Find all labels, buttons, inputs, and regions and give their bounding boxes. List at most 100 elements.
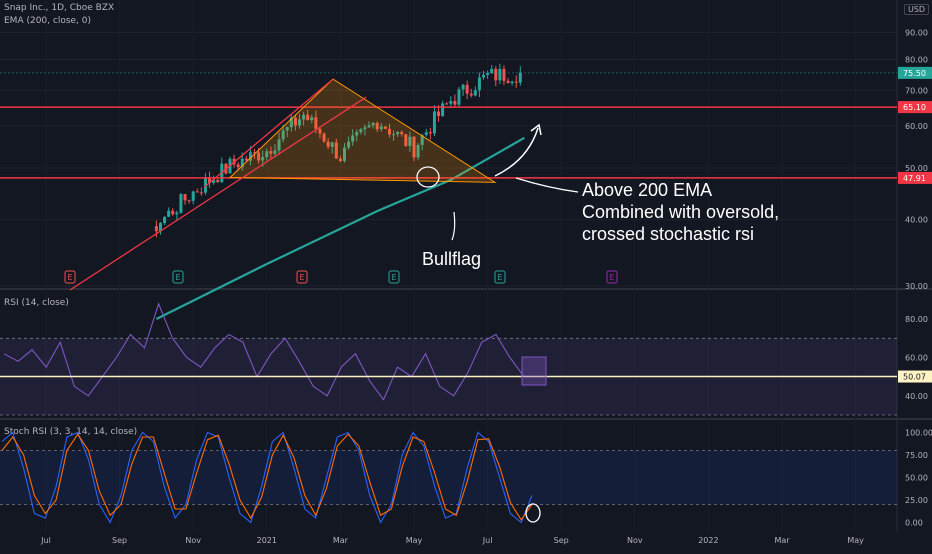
candle-body	[314, 117, 318, 129]
time-tick-label: Nov	[185, 536, 201, 545]
grid-lines	[0, 0, 932, 532]
candle-body	[416, 144, 420, 158]
candle-body	[514, 81, 518, 83]
arrow-head	[530, 123, 542, 136]
candle-body	[441, 103, 445, 117]
candle-body	[449, 101, 453, 104]
time-tick-label: May	[406, 536, 423, 545]
rsi-title: RSI (14, close)	[4, 298, 69, 308]
candle-body	[457, 89, 461, 105]
note-pointer	[515, 177, 579, 193]
price-tick-label: 60.00	[905, 122, 928, 131]
time-tick-label: 2021	[257, 536, 277, 545]
candle-body	[273, 150, 277, 154]
rsi-tick-label: 40.00	[905, 392, 928, 401]
candle-body	[257, 152, 261, 161]
candle-body	[281, 130, 285, 140]
candle-body	[334, 142, 338, 159]
earnings-marker-label: E	[497, 273, 502, 282]
level-price-label: 65.10	[903, 103, 926, 112]
stoch-rsi-panel[interactable]: Stoch RSI (3, 3, 14, 14, close)	[0, 427, 897, 524]
price-panel[interactable]	[0, 63, 897, 320]
time-tick-label: May	[847, 536, 864, 545]
candle-body	[371, 123, 375, 126]
candle-body	[355, 132, 359, 136]
candle-body	[248, 152, 252, 161]
ema-note-line: Combined with oversold,	[582, 202, 779, 222]
candle-body	[486, 73, 490, 75]
rsi-value-tag	[898, 370, 932, 383]
earnings-marker-label: E	[609, 273, 614, 282]
rsi-highlight-box	[521, 356, 547, 386]
rsi-value-label: 50.07	[903, 373, 926, 382]
candle-body	[375, 123, 379, 130]
candle-body	[285, 127, 289, 131]
rsi-panel[interactable]: RSI (14, close)	[0, 298, 897, 416]
price-tick-label: 80.00	[905, 56, 928, 65]
candle-body	[298, 119, 302, 126]
price-tick-label: 90.00	[905, 28, 928, 37]
candle-body	[387, 128, 391, 135]
candle-body	[240, 158, 244, 168]
candle-body	[158, 223, 162, 232]
rsi-line	[3, 302, 525, 401]
candle-body	[318, 128, 322, 134]
candle-body	[408, 136, 412, 147]
last-price-label: 75.50	[903, 69, 926, 78]
time-tick-label: Jul	[40, 536, 51, 545]
earnings-marker	[64, 270, 76, 284]
candle-body	[244, 158, 248, 161]
price-tick-label: 70.00	[905, 86, 928, 95]
candle-body	[183, 194, 187, 201]
triangle-pattern	[228, 78, 497, 183]
flag-circle	[416, 166, 440, 188]
candle-body	[195, 191, 199, 193]
stoch-band	[0, 450, 897, 505]
earnings-marker	[606, 270, 618, 284]
candle-body	[289, 117, 293, 128]
candle-body	[473, 90, 477, 96]
candle-body	[400, 131, 404, 135]
price-tick-label: 40.00	[905, 216, 928, 225]
candle-body	[498, 68, 502, 81]
candle-body	[342, 147, 346, 162]
stoch-tick-label: 0.00	[905, 519, 923, 528]
earnings-marker	[494, 270, 506, 284]
ema-indicator-label[interactable]: EMA (200, close, 0)	[4, 16, 92, 26]
candle-body	[363, 127, 367, 130]
stoch-k-line	[1, 431, 533, 524]
stoch-tick-label: 50.00	[905, 474, 928, 483]
candle-body	[432, 111, 436, 134]
candle-body	[424, 132, 428, 136]
candle-body	[367, 125, 371, 128]
candle-body	[216, 179, 220, 183]
candle-body	[187, 200, 191, 202]
candle-body	[277, 139, 281, 151]
candle-body	[392, 134, 396, 136]
candle-body	[269, 151, 273, 154]
axes: 90.00 80.00 70.00 60.00 50.00 40.00 30.00 Jul Se…	[40, 28, 932, 545]
time-tick-label: Nov	[627, 536, 643, 545]
stoch-tick-label: 100.00	[905, 429, 932, 438]
candle-body	[191, 191, 195, 201]
level-price-label: 47.91	[903, 174, 926, 183]
candle-body	[347, 141, 351, 148]
earnings-marker	[296, 270, 308, 284]
time-tick-label: Sep	[112, 536, 127, 545]
candle-body	[477, 77, 481, 91]
candle-body	[306, 114, 310, 121]
candle-body	[175, 212, 179, 215]
candle-body	[322, 133, 326, 142]
candle-body	[412, 136, 416, 158]
candle-body	[461, 84, 465, 90]
rsi-tick-label: 60.00	[905, 354, 928, 363]
symbol-title[interactable]: Snap Inc., 1D, Cboe BZX	[4, 3, 115, 13]
currency-badge[interactable]: USD	[904, 4, 930, 15]
candle-body	[236, 164, 240, 168]
candle-body	[338, 158, 342, 162]
ema-note-line: crossed stochastic rsi	[582, 224, 754, 244]
earnings-marker-label: E	[67, 273, 72, 282]
